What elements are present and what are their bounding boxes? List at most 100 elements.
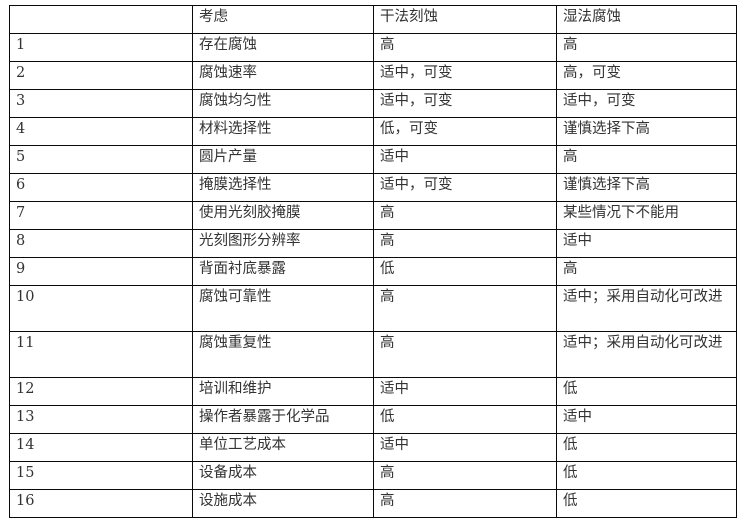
cell-text: 适中	[380, 149, 409, 165]
cell-text: 谨慎选择下高	[563, 177, 650, 193]
wet-etch-cell: 低	[556, 377, 737, 406]
cell-text: 高	[380, 493, 395, 509]
table-row: 1 存在腐蚀 高 高	[9, 33, 737, 62]
cell-text: 圆片产量	[199, 149, 257, 165]
cell-text: 低	[563, 437, 578, 453]
row-index-cell: 6	[9, 173, 193, 202]
table-row: 2 腐蚀速率 适中，可变 高，可变	[9, 61, 737, 90]
consideration-cell: 设施成本	[192, 489, 374, 518]
cell-text: 低	[563, 465, 578, 481]
wet-etch-cell: 低	[556, 433, 737, 462]
consideration-cell: 腐蚀均匀性	[192, 89, 374, 118]
consideration-cell: 操作者暴露于化学品	[192, 405, 374, 434]
cell-text: 培训和维护	[199, 381, 272, 397]
cell-text: 设备成本	[199, 465, 257, 481]
cell-text: 高	[563, 149, 578, 165]
consideration-cell: 掩膜选择性	[192, 173, 374, 202]
dry-vs-wet-etch-comparison-table: 考虑 干法刻蚀 湿法腐蚀 1 存在腐蚀高高 2 腐蚀速率 适中，可变 高，可变 3 腐蚀均匀性 适中，…	[9, 5, 737, 518]
cell-text: 干法刻蚀	[380, 9, 438, 25]
cell-text: 低	[563, 381, 578, 397]
table-row: 15 设备成本 高 低	[9, 461, 737, 490]
dry-etch-header: 干法刻蚀	[373, 5, 557, 34]
row-index-cell: 3	[9, 89, 193, 118]
cell-text: 背面衬底暴露	[199, 261, 286, 277]
cell-text: 单位工艺成本	[199, 437, 286, 453]
dry-etch-cell: 适中	[373, 377, 557, 406]
row-index-cell: 16	[9, 489, 193, 518]
table-row: 9 背面衬底暴露 低 高	[9, 257, 737, 286]
consideration-cell: 单位工艺成本	[192, 433, 374, 462]
cell-text: 适中	[380, 381, 409, 397]
cell-text: 2	[16, 65, 26, 81]
cell-text: 6	[16, 177, 26, 193]
cell-text: 7	[16, 205, 26, 221]
cell-text: 适中，可变	[563, 93, 636, 109]
comparison-table-container: 考虑 干法刻蚀 湿法腐蚀 1 存在腐蚀高高 2 腐蚀速率 适中，可变 高，可变 3 腐蚀均匀性 适中，…	[9, 5, 737, 518]
wet-etch-cell: 低	[556, 489, 737, 518]
consideration-cell: 光刻图形分辨率	[192, 229, 374, 258]
dry-etch-cell: 适中	[373, 145, 557, 174]
table-row: 3 腐蚀均匀性 适中，可变 适中，可变	[9, 89, 737, 118]
wet-etch-cell: 谨慎选择下高	[556, 117, 737, 146]
cell-text: 高，可变	[563, 65, 621, 81]
cell-text: 低	[380, 261, 395, 277]
table-row: 6 掩膜选择性 适中，可变 谨慎选择下高	[9, 173, 737, 202]
dry-etch-cell: 适中，可变	[373, 173, 557, 202]
cell-text: 5	[16, 149, 26, 165]
consideration-cell: 设备成本	[192, 461, 374, 490]
wet-etch-cell: 高，可变	[556, 61, 737, 90]
consideration-cell: 培训和维护	[192, 377, 374, 406]
cell-text: 高	[380, 233, 395, 249]
consideration-cell: 材料选择性	[192, 117, 374, 146]
row-index-cell: 10	[9, 285, 193, 332]
table-row: 12 培训和维护 适中 低	[9, 377, 737, 406]
row-index-cell: 13	[9, 405, 193, 434]
cell-text: 高	[563, 37, 578, 53]
wet-etch-cell: 高	[556, 33, 737, 62]
cell-text: 9	[16, 261, 26, 277]
cell-text: 适中	[563, 233, 592, 249]
dry-etch-cell: 低	[373, 405, 557, 434]
cell-text: 适中，可变	[380, 93, 453, 109]
row-index-cell: 12	[9, 377, 193, 406]
consideration-cell: 腐蚀重复性	[192, 331, 374, 378]
table-row: 10 腐蚀可靠性 高 适中；采用自动化可改进	[9, 285, 737, 332]
dry-etch-cell: 适中，可变	[373, 89, 557, 118]
cell-text: 3	[16, 93, 26, 109]
dry-etch-cell: 低，可变	[373, 117, 557, 146]
dry-etch-cell: 高	[373, 285, 557, 332]
dry-etch-cell: 适中	[373, 433, 557, 462]
row-index-cell: 8	[9, 229, 193, 258]
cell-text: 12	[16, 381, 35, 397]
cell-text: 设施成本	[199, 493, 257, 509]
table-body: 考虑 干法刻蚀 湿法腐蚀 1 存在腐蚀高高 2 腐蚀速率 适中，可变 高，可变 3 腐蚀均匀性 适中，…	[9, 5, 737, 518]
page-root: 考虑 干法刻蚀 湿法腐蚀 1 存在腐蚀高高 2 腐蚀速率 适中，可变 高，可变 3 腐蚀均匀性 适中，…	[9, 5, 737, 518]
row-index-header	[9, 5, 193, 34]
dry-etch-cell: 高	[373, 331, 557, 378]
wet-etch-cell: 高	[556, 257, 737, 286]
cell-text: 适中；采用自动化可改进	[563, 335, 723, 351]
cell-text: 15	[16, 465, 35, 481]
table-row: 13 操作者暴露于化学品 低 适中	[9, 405, 737, 434]
cell-text: 适中；采用自动化可改进	[563, 289, 723, 305]
row-index-cell: 4	[9, 117, 193, 146]
row-index-cell: 15	[9, 461, 193, 490]
cell-text: 13	[16, 409, 35, 425]
wet-etch-cell: 谨慎选择下高	[556, 173, 737, 202]
dry-etch-cell: 高	[373, 201, 557, 230]
cell-text: 腐蚀重复性	[199, 335, 272, 351]
cell-text: 湿法腐蚀	[563, 9, 621, 25]
cell-text: 谨慎选择下高	[563, 121, 650, 137]
table-row: 16 设施成本 高 低	[9, 489, 737, 518]
row-index-cell: 5	[9, 145, 193, 174]
dry-etch-cell: 适中，可变	[373, 61, 557, 90]
cell-text: 低	[380, 409, 395, 425]
consideration-cell: 使用光刻胶掩膜	[192, 201, 374, 230]
cell-text: 低，可变	[380, 121, 438, 137]
consideration-cell: 腐蚀可靠性	[192, 285, 374, 332]
wet-etch-cell: 适中	[556, 229, 737, 258]
cell-text: 高	[380, 465, 395, 481]
dry-etch-cell: 高	[373, 33, 557, 62]
cell-text: 11	[16, 335, 35, 351]
table-row: 7 使用光刻胶掩膜 高 某些情况下不能用	[9, 201, 737, 230]
